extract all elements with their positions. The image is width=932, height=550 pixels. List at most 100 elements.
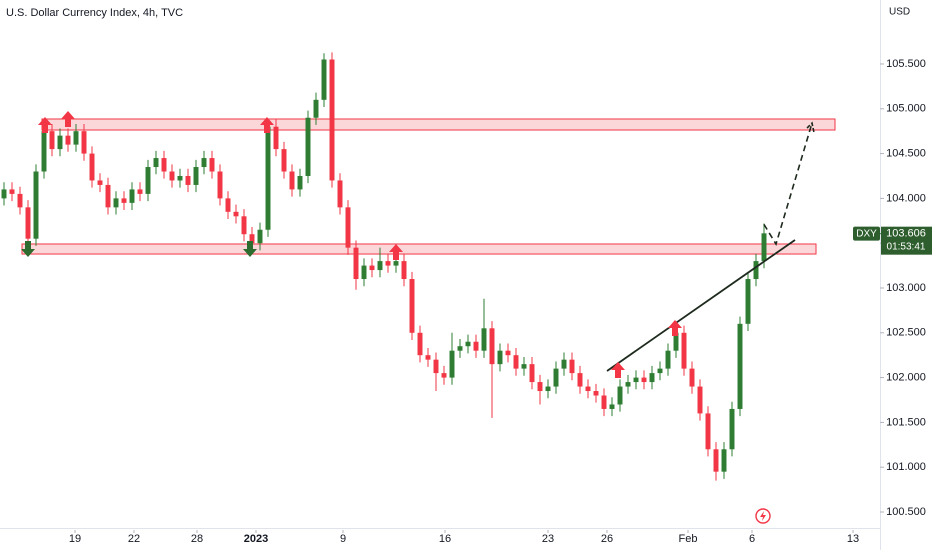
- resistance-arrow: [38, 117, 52, 133]
- plot: [1, 52, 836, 481]
- candle-body: [745, 279, 751, 324]
- candle-body: [665, 350, 671, 369]
- candle-body: [385, 261, 391, 266]
- x-tick-label: 26: [601, 533, 613, 545]
- x-tick-label: 6: [749, 533, 755, 545]
- resistance-arrow: [260, 117, 274, 133]
- candle-body: [153, 158, 159, 168]
- x-tick-label: 23: [542, 533, 554, 545]
- candle-body: [449, 350, 455, 378]
- candle-body: [233, 211, 239, 217]
- candle-body: [577, 373, 583, 387]
- support-arrow: [243, 241, 257, 257]
- y-tick-label: 101.500: [886, 416, 926, 428]
- candle-body: [489, 328, 495, 365]
- candle-body: [9, 189, 15, 194]
- candle-body: [401, 261, 407, 280]
- candle-body: [177, 175, 183, 181]
- support-arrow: [21, 241, 35, 257]
- y-tick-label: 104.500: [886, 147, 926, 159]
- candle-body: [457, 346, 463, 351]
- candle-body: [585, 386, 591, 392]
- candle-body: [169, 171, 175, 181]
- candle-body: [89, 153, 95, 181]
- y-tick-label: 103.000: [886, 282, 926, 294]
- x-tick-label: 2023: [244, 533, 268, 545]
- candle-body: [433, 359, 439, 374]
- candle-body: [1, 189, 7, 199]
- candle-body: [345, 207, 351, 248]
- candle-body: [137, 189, 143, 194]
- countdown-label: 01:53:41: [887, 241, 926, 252]
- chart-title: U.S. Dollar Currency Index, 4h, TVC: [6, 7, 183, 19]
- candle-body: [193, 167, 199, 185]
- candle-body: [65, 135, 71, 145]
- replay-icon[interactable]: [755, 508, 771, 524]
- candle-body: [649, 373, 655, 383]
- trendline: [606, 239, 796, 372]
- y-tick-label: 102.500: [886, 327, 926, 339]
- candle-body: [609, 404, 615, 409]
- resistance-arrow: [668, 320, 682, 336]
- candle-body: [593, 391, 599, 396]
- candle-body: [657, 368, 663, 374]
- candle-body: [209, 158, 215, 172]
- candle-body: [337, 180, 343, 208]
- candle-body: [377, 261, 383, 271]
- projection-path: [763, 122, 813, 247]
- x-tick-label: 19: [69, 533, 81, 545]
- x-tick-label: Feb: [679, 533, 698, 545]
- candle-body: [289, 171, 295, 190]
- currency-label: USD: [889, 7, 910, 18]
- y-tick-label: 105.500: [886, 58, 926, 70]
- candle-body: [705, 413, 711, 450]
- y-tick-label: 105.000: [886, 103, 926, 115]
- candle-body: [465, 341, 471, 347]
- candle-body: [329, 59, 335, 181]
- last-price-box: [881, 226, 932, 255]
- candle-body: [97, 180, 103, 185]
- candle-body: [425, 355, 431, 360]
- candle-body: [537, 382, 543, 392]
- candle-body: [81, 131, 87, 154]
- candle-body: [313, 99, 319, 118]
- candle-body: [217, 171, 223, 199]
- candle-body: [17, 193, 23, 208]
- candle-body: [25, 207, 31, 239]
- candle-body: [121, 198, 127, 203]
- candle-body: [505, 350, 511, 356]
- x-tick-label: 13: [847, 533, 859, 545]
- candle-body: [145, 167, 151, 194]
- y-tick-label: 104.000: [886, 192, 926, 204]
- candle-body: [265, 126, 271, 230]
- y-tick-label: 101.000: [886, 461, 926, 473]
- candle-body: [529, 364, 535, 383]
- candle-body: [713, 449, 719, 472]
- candle-body: [393, 261, 399, 266]
- candle-body: [681, 332, 687, 369]
- candle-body: [521, 364, 527, 369]
- price-zone: [41, 118, 836, 131]
- candle-body: [689, 368, 695, 387]
- projection-arrowhead: [805, 121, 815, 133]
- candle-body: [73, 131, 79, 145]
- candle-body: [721, 449, 727, 472]
- candle-body: [241, 216, 247, 235]
- candle-body: [473, 341, 479, 351]
- y-tick-label: 100.500: [886, 506, 926, 518]
- last-price-label: 103.606: [886, 228, 926, 240]
- candle-body: [273, 126, 279, 150]
- candle-body: [161, 158, 167, 172]
- candle-body: [57, 135, 63, 150]
- candle-body: [673, 332, 679, 351]
- candle-body: [625, 382, 631, 387]
- candle-body: [641, 377, 647, 383]
- y-tick-label: 102.000: [886, 371, 926, 383]
- candle-body: [249, 234, 255, 244]
- candle-body: [105, 184, 111, 208]
- candle-body: [321, 59, 327, 100]
- candle-body: [601, 395, 607, 409]
- x-tick-label: 16: [439, 533, 451, 545]
- candle-body: [481, 328, 487, 351]
